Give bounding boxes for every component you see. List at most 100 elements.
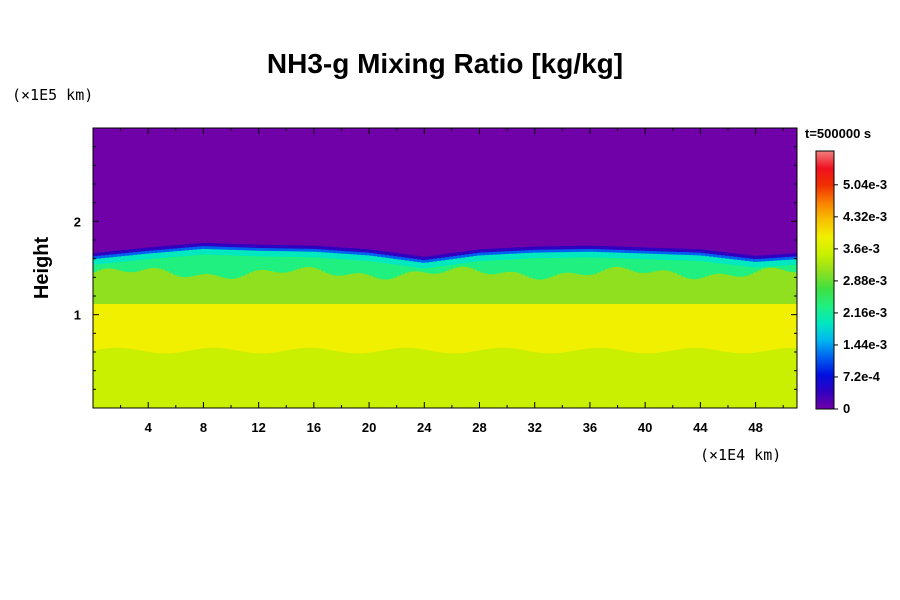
field-cell: [181, 250, 186, 257]
field-cell: [233, 349, 238, 408]
field-cell: [633, 285, 638, 304]
field-cell: [765, 267, 770, 282]
field-cell: [289, 284, 294, 304]
field-cell: [117, 250, 122, 254]
field-cell: [785, 264, 790, 272]
field-cell: [325, 252, 330, 259]
field-cell: [185, 303, 190, 352]
field-cell: [121, 252, 126, 257]
field-cell: [409, 285, 414, 304]
field-cell: [657, 247, 662, 252]
field-cell: [665, 284, 670, 304]
field-cell: [513, 247, 518, 251]
field-cell: [401, 287, 406, 304]
field-cell: [113, 282, 118, 304]
field-cell: [613, 348, 618, 408]
field-cell: [305, 245, 310, 249]
field-cell: [537, 252, 542, 259]
field-cell: [125, 271, 130, 286]
field-cell: [773, 254, 778, 258]
field-cell: [557, 352, 562, 408]
field-cell: [637, 286, 642, 304]
field-cell: [453, 303, 458, 354]
field-cell: [465, 303, 470, 353]
field-cell: [465, 266, 470, 282]
field-cell: [233, 303, 238, 351]
field-cell: [529, 257, 534, 278]
field-cell: [605, 251, 610, 258]
field-cell: [469, 253, 474, 257]
field-cell: [321, 348, 326, 408]
field-cell: [377, 303, 382, 352]
field-cell: [581, 256, 586, 276]
field-cell: [681, 248, 686, 253]
field-cell: [497, 347, 502, 408]
field-cell: [637, 252, 642, 259]
x-tick-label: 40: [638, 420, 652, 435]
field-cell: [521, 288, 526, 304]
field-cell: [257, 250, 262, 257]
field-cell: [509, 271, 514, 286]
field-cell: [369, 252, 374, 256]
field-cell: [345, 303, 350, 353]
field-cell: [297, 282, 302, 304]
field-cell: [589, 274, 594, 289]
field-cell: [705, 255, 710, 262]
field-cell: [197, 245, 202, 250]
field-cell: [269, 284, 274, 304]
field-cell: [617, 249, 622, 253]
field-cell: [257, 244, 262, 248]
field-cell: [273, 256, 278, 272]
field-cell: [557, 257, 562, 275]
field-cell: [565, 351, 570, 408]
field-cell: [309, 245, 314, 249]
field-cell: [341, 250, 346, 254]
field-cell: [781, 254, 786, 258]
field-cell: [533, 246, 538, 250]
field-cell: [737, 303, 742, 354]
field-cell: [201, 254, 206, 275]
field-cell: [621, 303, 626, 351]
field-cell: [469, 303, 474, 352]
field-cell: [589, 248, 594, 252]
field-cell: [545, 303, 550, 354]
field-cell: [273, 303, 278, 353]
field-cell: [277, 256, 282, 273]
field-cell: [417, 258, 422, 263]
field-cell: [161, 352, 166, 408]
field-cell: [365, 303, 370, 353]
field-cell: [633, 271, 638, 286]
field-cell: [93, 303, 98, 351]
field-cell: [329, 349, 334, 408]
field-cell: [309, 251, 314, 258]
field-cell: [177, 351, 182, 408]
field-cell: [501, 259, 506, 273]
field-cell: [713, 253, 718, 258]
field-cell: [609, 251, 614, 259]
field-cell: [749, 352, 754, 408]
field-cell: [285, 349, 290, 408]
field-cell: [485, 273, 490, 288]
field-cell: [549, 303, 554, 354]
field-cell: [781, 256, 786, 261]
field-cell: [301, 281, 306, 304]
field-cell: [709, 348, 714, 408]
field-cell: [517, 247, 522, 251]
field-cell: [165, 257, 170, 272]
field-cell: [593, 347, 598, 408]
field-cell: [385, 349, 390, 408]
field-cell: [769, 349, 774, 408]
field-cell: [789, 303, 794, 348]
field-cell: [749, 273, 754, 289]
field-cell: [361, 248, 366, 253]
field-cell: [345, 259, 350, 275]
field-cell: [725, 263, 730, 275]
field-cell: [613, 257, 618, 267]
field-cell: [173, 245, 178, 249]
field-cell: [401, 256, 406, 261]
field-cell: [621, 246, 626, 251]
chart-title: NH3-g Mixing Ratio [kg/kg]: [267, 48, 623, 79]
field-cell: [269, 250, 274, 257]
field-cell: [469, 256, 474, 263]
field-cell: [325, 272, 330, 288]
